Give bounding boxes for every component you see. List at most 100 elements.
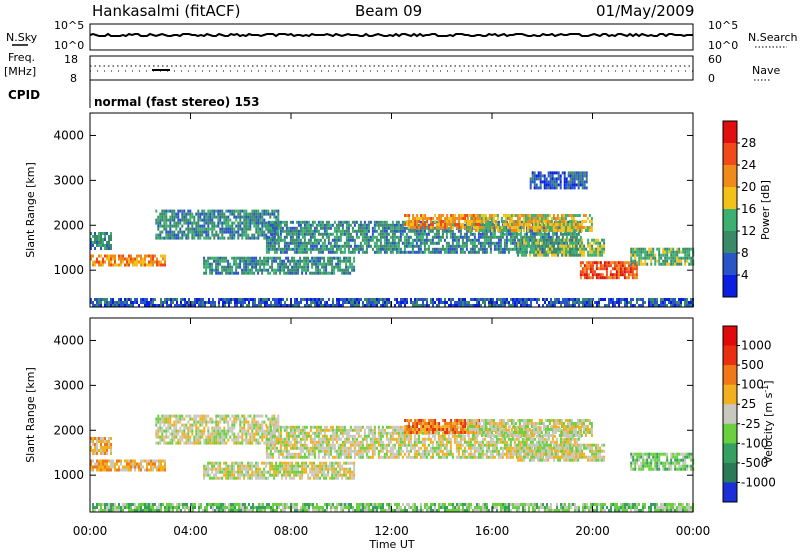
cell: [515, 235, 518, 239]
cell: [114, 304, 116, 307]
cell: [474, 223, 477, 226]
cell: [363, 229, 366, 233]
cell: [420, 304, 422, 307]
cell: [335, 244, 338, 248]
cell: [267, 455, 270, 459]
cell: [373, 235, 376, 239]
cell: [402, 301, 404, 304]
cell: [505, 235, 508, 239]
cell: [534, 214, 537, 217]
cell: [617, 261, 620, 265]
cell: [211, 227, 214, 231]
cell: [161, 230, 164, 234]
cell: [291, 259, 294, 263]
cell: [460, 217, 463, 220]
cell: [395, 223, 398, 227]
cell: [108, 263, 110, 267]
cell: [183, 212, 186, 216]
cell: [589, 250, 592, 254]
cell: [231, 224, 234, 228]
cell: [279, 220, 282, 224]
cell: [259, 426, 262, 430]
cell: [176, 298, 178, 301]
cell: [528, 217, 531, 220]
cell: [526, 301, 528, 304]
cell: [664, 247, 667, 251]
cell: [242, 304, 244, 307]
cell: [552, 217, 555, 220]
cell: [339, 247, 342, 251]
cell: [401, 250, 404, 254]
cell: [664, 301, 666, 304]
cell: [171, 236, 174, 240]
cell: [636, 247, 639, 251]
cell: [218, 298, 220, 301]
cell: [159, 417, 162, 421]
cell: [461, 238, 464, 242]
cell: [279, 271, 282, 275]
cell: [589, 244, 592, 248]
cell: [293, 241, 296, 245]
cell: [505, 244, 508, 248]
cell: [200, 298, 202, 301]
cell: [427, 229, 430, 233]
cell: [100, 301, 102, 304]
cell: [110, 446, 112, 449]
cell: [323, 244, 326, 248]
cell: [581, 244, 584, 248]
cell: [110, 465, 112, 469]
cell: [181, 417, 184, 421]
cell: [146, 465, 148, 469]
cell: [465, 241, 468, 245]
cell: [331, 250, 334, 254]
cell: [328, 298, 330, 301]
cell: [140, 465, 142, 469]
cell: [277, 223, 280, 227]
cell: [537, 174, 540, 178]
cell: [466, 304, 468, 307]
cell: [243, 218, 246, 222]
cell: [522, 223, 525, 226]
cell: [505, 241, 508, 245]
cell: [96, 437, 98, 440]
cell: [223, 417, 226, 421]
cell: [287, 437, 290, 441]
cell: [411, 250, 414, 254]
cell: [436, 217, 439, 220]
cell: [429, 229, 432, 233]
cell: [506, 214, 509, 217]
cell: [175, 426, 178, 430]
cell: [477, 238, 480, 242]
cell: [188, 304, 190, 307]
cell: [293, 247, 296, 251]
cell: [305, 232, 308, 236]
cell: [676, 304, 678, 307]
cell: [422, 223, 425, 226]
cell: [558, 220, 561, 223]
cell: [202, 304, 204, 307]
cell: [474, 298, 476, 301]
cell: [289, 247, 292, 251]
cell: [377, 250, 380, 254]
cell: [530, 298, 532, 301]
cell: [566, 229, 569, 232]
cell: [249, 438, 252, 442]
cell: [140, 254, 142, 258]
cell: [205, 423, 208, 427]
cell: [426, 301, 428, 304]
cell: [499, 232, 502, 236]
cell: [502, 229, 505, 232]
cell: [345, 223, 348, 227]
cell: [674, 256, 677, 260]
cell: [386, 301, 388, 304]
cell: [257, 432, 260, 436]
cell: [617, 264, 620, 268]
cell: [219, 218, 222, 222]
cell: [531, 232, 534, 236]
cell: [469, 241, 472, 245]
cell: [289, 229, 292, 233]
cell: [249, 256, 252, 260]
cell: [445, 244, 448, 248]
cell: [427, 247, 430, 251]
